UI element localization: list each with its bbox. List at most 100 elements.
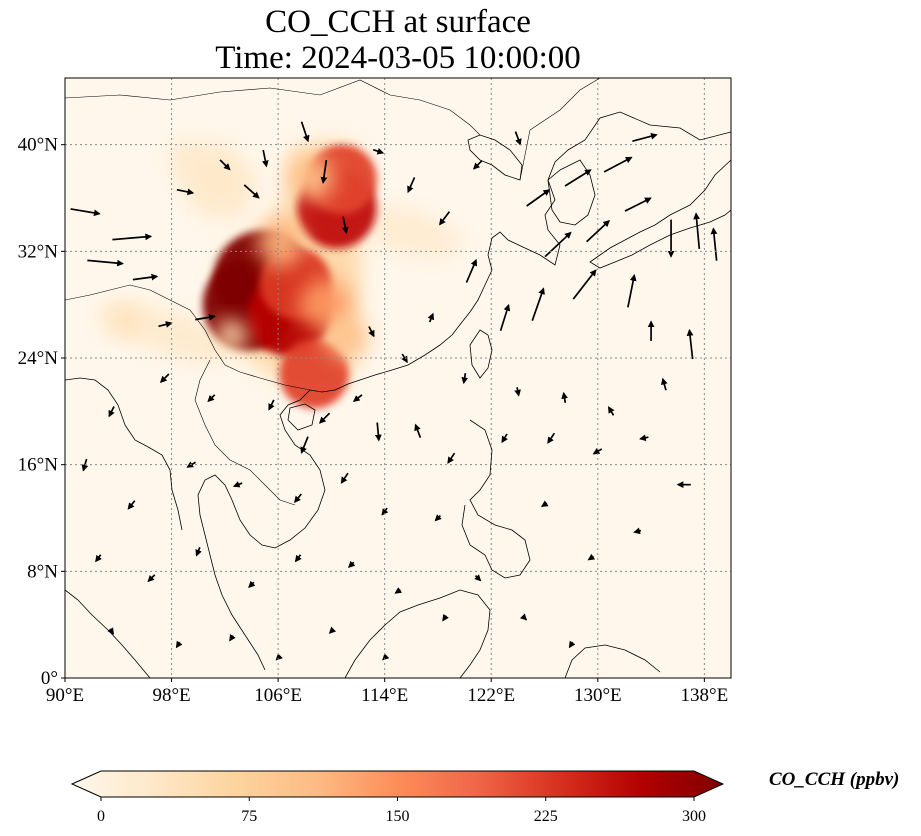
wind-arrow (112, 233, 153, 241)
x-tick-label: 130°E (574, 685, 622, 706)
wind-arrow (624, 197, 652, 212)
y-tick-label: 0° (41, 668, 58, 689)
colorbar-tick-label: 225 (534, 808, 558, 825)
wind-arrow (592, 448, 603, 455)
x-tick-label: 122°E (467, 685, 515, 706)
wind-arrow (547, 432, 556, 444)
co-hotspot (326, 317, 369, 359)
x-tick-label: 138°E (681, 685, 729, 706)
co-hotspot (299, 278, 351, 331)
colorbar-body (70, 770, 725, 798)
wind-arrow (320, 160, 328, 184)
wind-arrow (229, 633, 236, 642)
wind-arrow (474, 574, 482, 582)
map-frame (64, 77, 732, 679)
wind-arrow (686, 328, 694, 360)
wind-arrow (465, 258, 478, 283)
plume-haze-east (360, 200, 470, 260)
colorbar-title: CO_CCH (ppbv) (769, 769, 900, 790)
y-tick-label: 8°N (27, 561, 58, 582)
coastline-china-east (309, 111, 731, 393)
x-tick-label: 114°E (361, 685, 408, 706)
wind-arrow (572, 269, 597, 300)
wind-arrow (159, 373, 170, 383)
colorbar-tick-label: 0 (97, 808, 105, 825)
colorbar-tick-label: 300 (682, 808, 706, 825)
wind-arrow (158, 321, 173, 328)
chart-title-line1: CO_CCH at surface (265, 4, 531, 40)
y-tick-label: 40°N (18, 135, 59, 156)
colorbar-tick-label: 75 (241, 808, 257, 825)
coastline-indochina (197, 389, 326, 671)
wind-arrow (586, 220, 610, 243)
wind-arrow (348, 560, 356, 569)
wind-arrow (294, 554, 302, 563)
wind-arrow (318, 412, 331, 424)
wind-arrow (401, 353, 408, 364)
wind-arrow (544, 231, 572, 258)
wind-arrow (603, 156, 633, 173)
wind-arrow (427, 312, 435, 323)
wind-arrow (341, 216, 349, 235)
coastline-philippines (461, 419, 531, 579)
wind-arrow (632, 132, 658, 143)
wind-arrow (268, 399, 275, 411)
coastline-taiwan (469, 329, 493, 379)
wind-arrow (407, 177, 416, 194)
colorbar-tick-label: 150 (386, 808, 410, 825)
coastline-bay-of-bengal (65, 377, 183, 531)
wind-arrow (639, 434, 649, 442)
wind-arrow (70, 208, 101, 217)
coastline-new-guinea (564, 644, 661, 678)
wind-arrow (607, 406, 615, 416)
wind-arrow (519, 613, 528, 621)
borders-china-north (65, 78, 601, 181)
wind-arrow (710, 227, 718, 261)
wind-arrow (568, 640, 576, 649)
wind-arrow (587, 553, 596, 561)
wind-arrow (81, 458, 89, 472)
wind-arrow (243, 184, 260, 199)
wind-arrow (219, 159, 231, 171)
wind-arrow (501, 433, 508, 444)
wind-arrow (261, 149, 269, 168)
wind-arrow (248, 580, 256, 589)
co-hotspot (289, 156, 334, 200)
wind-arrow (300, 121, 310, 143)
coastline-bohai (467, 134, 523, 181)
wind-arrow (195, 547, 202, 557)
wind-arrow (176, 188, 195, 196)
wind-arrow (374, 422, 382, 442)
wind-arrow (108, 406, 115, 418)
co-hotspot (111, 306, 141, 335)
chart-title-line2: Time: 2024-03-05 10:00:00 (215, 40, 581, 76)
x-tick-label: 106°E (254, 685, 302, 706)
wind-arrow (472, 160, 483, 170)
wind-arrow (561, 391, 568, 403)
colorbar-ticks: 0 75 150 225 300 (97, 797, 706, 825)
wind-arrow (87, 259, 124, 267)
co-hotspot (257, 220, 304, 267)
x-axis-ticks: 90°E 98°E 106°E 114°E 122°E 130°E 138°E (46, 678, 728, 706)
coastline-japan (589, 159, 731, 269)
x-tick-label: 98°E (152, 685, 190, 706)
wind-arrow (461, 373, 469, 385)
wind-arrow (531, 287, 545, 321)
wind-arrow (414, 423, 422, 439)
wind-arrow (514, 387, 521, 397)
wind-arrow (693, 212, 701, 250)
wind-arrow (107, 627, 114, 635)
co-hotspot (279, 339, 349, 409)
y-axis-ticks: 0° 8°N 16°N 24°N 32°N 40°N (18, 135, 65, 689)
wind-arrow (540, 500, 549, 508)
x-tick-label: 90°E (46, 685, 84, 706)
wind-arrow (95, 554, 102, 563)
wind-arrow (526, 189, 551, 207)
wind-arrow (132, 273, 159, 281)
colorbar: 0 75 150 225 300 (70, 770, 725, 825)
wind-arrow (434, 514, 442, 522)
wind-arrow (127, 500, 136, 510)
wind-arrow (442, 613, 449, 622)
wind-vector-field (70, 121, 718, 661)
